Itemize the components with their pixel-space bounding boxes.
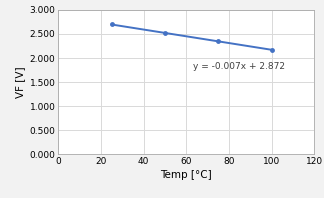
X-axis label: Temp [°C]: Temp [°C] xyxy=(160,170,212,180)
Text: y = -0.007x + 2.872: y = -0.007x + 2.872 xyxy=(193,62,285,71)
Y-axis label: VF [V]: VF [V] xyxy=(16,66,26,98)
